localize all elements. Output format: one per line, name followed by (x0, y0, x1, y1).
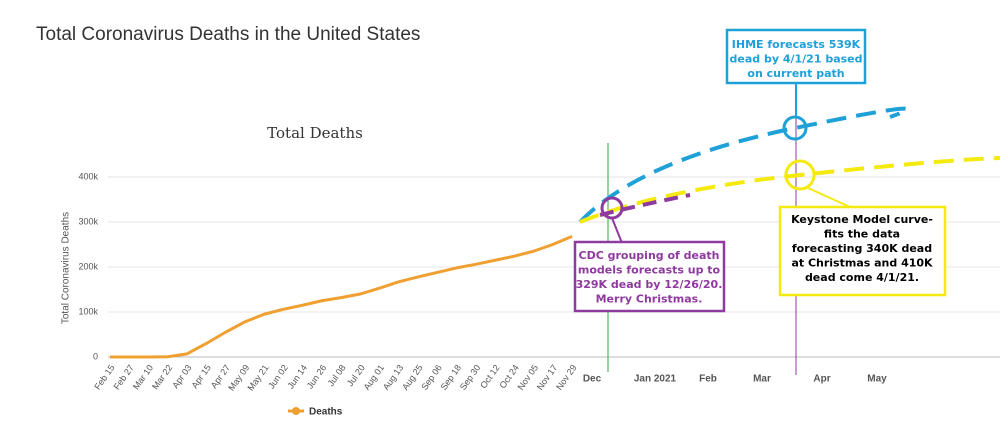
legend-swatch (292, 407, 300, 415)
annotation-text: 329K dead by 12/26/20. (576, 278, 723, 291)
x-tick-label: Nov 29 (554, 363, 579, 392)
annotation-box (778, 205, 947, 297)
x-tick-label: Mar 22 (150, 363, 174, 392)
annotation-text: on current path (747, 67, 844, 80)
annotation-text: Keystone Model curve- (791, 213, 933, 226)
annotation-box (725, 28, 867, 85)
x-tick-label: Mar (753, 374, 771, 385)
x-tick-label: Feb (699, 374, 717, 385)
keystone-forecast (579, 156, 1000, 224)
x-tick-label: Jan 2021 (634, 374, 677, 385)
annotation-text: at Christmas and 410K (791, 257, 933, 270)
ihme-forecast (578, 106, 909, 224)
annotation-text: models forecasts up to (578, 264, 721, 277)
connector (611, 217, 623, 244)
chart-title: Total Coronavirus Deaths in the United S… (36, 24, 420, 45)
y-tick-label: 200k (78, 261, 98, 271)
x-tick-label: Sep 30 (458, 363, 483, 392)
annotation-text: fits the data (824, 228, 900, 241)
annotation-text: forecasting 340K dead (792, 242, 932, 255)
y-tick-label: 300k (78, 216, 98, 226)
chart-subtitle: Total Deaths (267, 124, 363, 142)
y-tick-label: 0 (93, 351, 98, 361)
annotation-text: dead by 4/1/21 based (730, 53, 863, 66)
x-tick-label: May (867, 374, 887, 385)
annotation-text: IHME forecasts 539K (732, 38, 861, 51)
annotation-box (573, 240, 726, 313)
cdc-forecast (599, 193, 691, 217)
x-tick-label: Dec (583, 374, 602, 385)
x-tick-label: Jun 26 (305, 363, 329, 391)
highlight-circle (784, 159, 816, 191)
annotation-text: dead come 4/1/21. (805, 271, 919, 284)
y-axis-label: Total Coronavirus Deaths (61, 212, 72, 324)
annotation-text: CDC grouping of death (579, 249, 720, 262)
x-tick-label: Jul 08 (326, 363, 348, 388)
legend-label[interactable]: Deaths (309, 407, 343, 418)
y-tick-label: 400k (78, 171, 98, 181)
x-tick-label: Apr (813, 374, 830, 385)
connector (807, 187, 851, 208)
annotation-text: Merry Christmas. (596, 293, 703, 306)
data-line (110, 235, 573, 359)
y-tick-label: 100k (78, 306, 98, 316)
